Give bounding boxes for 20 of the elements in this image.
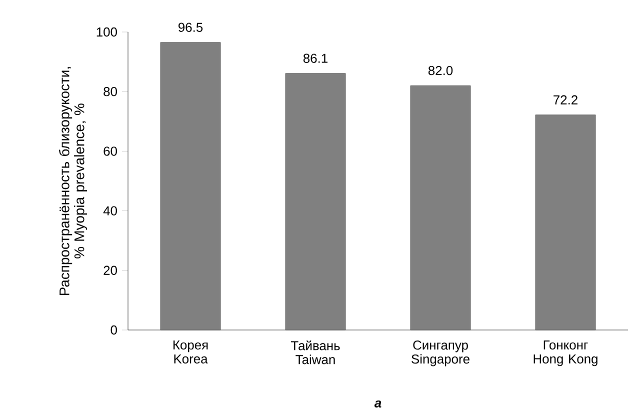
bar: [410, 85, 471, 330]
data-label: 86.1: [303, 54, 328, 63]
bar: [285, 73, 346, 330]
data-label: 96.5: [178, 22, 203, 32]
bar: [160, 42, 221, 330]
x-tick-label: Гонконг Hong Kong: [534, 340, 598, 366]
y-tick-label: 0: [110, 325, 117, 335]
data-label: 82.0: [428, 66, 453, 76]
y-tick-label: 100: [96, 27, 117, 37]
text: a: [374, 400, 382, 408]
bar: [535, 114, 596, 330]
data-label: 72.2: [554, 95, 578, 104]
y-tick-label: 60: [104, 146, 117, 156]
x-tick-label: Корея Korea: [173, 340, 208, 364]
y-tick-label: 20: [104, 266, 117, 275]
y-tick-label: 40: [103, 206, 117, 216]
y-axis-title: Распространённость близорукости, % Myopia prevalence, %: [58, 67, 88, 296]
y-tick-label: 80: [104, 87, 117, 96]
x-tick-label: Сингапур Singapore: [412, 340, 470, 366]
x-tick-label: Тайвань Taiwan: [290, 340, 340, 364]
